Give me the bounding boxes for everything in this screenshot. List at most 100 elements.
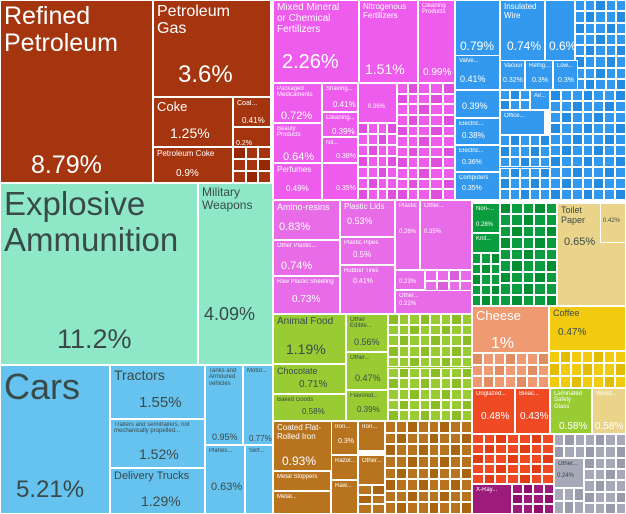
treemap-cell[interactable]: Coal... 0.41% (233, 97, 271, 127)
treemap-cell[interactable]: Wood... 0.58% (592, 388, 626, 434)
treemap-cell[interactable]: Coffee 0.47% (549, 306, 626, 351)
treemap-cell[interactable]: Petroleum Gas 3.6% (153, 0, 271, 97)
treemap-tile (543, 484, 554, 494)
treemap-cell[interactable]: Cleaning Products 0.99% (418, 0, 455, 83)
treemap-cell-value: 0.38% (462, 131, 485, 140)
treemap-cell[interactable]: Raw... (331, 480, 358, 514)
treemap-cell-value: 0.41% (353, 278, 373, 285)
treemap-cell[interactable]: Valve... 0.41% (455, 55, 500, 90)
treemap-tile (440, 410, 451, 421)
treemap-cell[interactable]: Chocolate 0.71% (273, 364, 346, 394)
treemap-cell[interactable]: Rubber Tires 0.41% (340, 265, 395, 314)
treemap-cell[interactable]: Amino-resins 0.83% (273, 200, 340, 240)
treemap-cell[interactable]: Raw Plastic Sheeting 0.73% (273, 276, 340, 314)
treemap-cell[interactable]: Other... (358, 455, 385, 485)
treemap-tile (605, 502, 616, 514)
treemap-cell[interactable]: Bleac... 0.43% (515, 388, 550, 434)
treemap-cell[interactable]: Packaged Medicaments 0.72% (273, 83, 322, 123)
treemap-cell[interactable]: Vacuum... 0.32% (500, 60, 525, 90)
treemap-cell[interactable]: Flavored... 0.39% (346, 390, 388, 421)
treemap-tile (407, 125, 418, 137)
treemap-cell[interactable]: Laminated Safety Glass 0.58% (550, 388, 592, 434)
treemap-cell[interactable]: Perfumes 0.49% (273, 163, 322, 200)
treemap-cell[interactable]: Military Weapons 4.09% (198, 183, 273, 365)
treemap-cell[interactable]: Tractors 1.55% (110, 365, 205, 419)
treemap-cell[interactable]: Iron... 0.3% (331, 421, 358, 455)
treemap-cell[interactable]: Computers 0.35% (455, 172, 500, 200)
treemap-tile (430, 178, 443, 190)
treemap-tile (418, 168, 431, 179)
treemap-tile (511, 248, 523, 261)
treemap-cell[interactable]: 0.36% (358, 83, 397, 123)
treemap-tile (595, 56, 606, 68)
treemap-cell[interactable]: Self... (245, 445, 273, 514)
treemap-cell[interactable]: Unglazed... 0.48% (472, 388, 515, 434)
treemap-tile (595, 22, 606, 34)
treemap-cell[interactable]: Metal... (273, 491, 331, 514)
treemap-cell[interactable]: Coke 1.25% (153, 97, 233, 147)
treemap-cell[interactable]: 0.35% (322, 163, 358, 200)
treemap-tile (605, 469, 616, 481)
treemap-cell[interactable]: Cars 5.21% (0, 365, 110, 514)
treemap-cell[interactable]: Refrig... 0.3% (525, 60, 553, 90)
treemap-tile (530, 444, 543, 454)
treemap-cell[interactable]: Metal Stoppers (273, 471, 331, 491)
treemap-tile (398, 388, 409, 400)
treemap-cell-label: Iron... (335, 424, 351, 430)
treemap-tile (564, 501, 574, 514)
treemap-cell[interactable]: Other... 0.35% (420, 200, 472, 270)
treemap-cell[interactable]: Razor... (331, 455, 358, 480)
treemap-cell[interactable]: Knit... (472, 233, 500, 253)
treemap-tile (358, 167, 368, 178)
treemap-cell[interactable]: Refined Petroleum 8.79% (0, 0, 153, 183)
treemap-cell[interactable]: Electric... 0.38% (455, 118, 500, 145)
treemap-cell[interactable]: Iron... (358, 421, 385, 451)
treemap-cell[interactable]: Nit... 0.38% (322, 137, 358, 163)
treemap-cell[interactable]: Mixed Mineral or Chemical Fertilizers 2.2… (273, 0, 359, 83)
treemap-cell[interactable]: 0.39% (455, 90, 500, 118)
treemap-cell[interactable]: Plastic Pipes 0.5% (340, 237, 395, 265)
treemap-tile (358, 504, 372, 514)
treemap-cell[interactable]: Petroleum Coke 0.9% (153, 147, 233, 183)
treemap-cell[interactable]: 0.42% (600, 203, 626, 243)
treemap-cell[interactable]: Plastic Lids 0.53% (340, 200, 395, 237)
treemap-cell[interactable]: Other... 0.24% (554, 458, 584, 488)
treemap-cell[interactable]: Delivery Trucks 1.29% (110, 468, 205, 514)
treemap-cell[interactable]: Motor... 0.77% (243, 365, 273, 445)
treemap-cell[interactable]: Nitrogenous Fertilizers 1.51% (359, 0, 418, 83)
treemap-cell[interactable]: Explosive Ammunition 11.2% (0, 183, 198, 365)
treemap-tile (439, 502, 451, 514)
treemap-tile (472, 364, 483, 377)
treemap-cell[interactable]: 0.23% (395, 270, 425, 290)
treemap-cell[interactable]: Other... 0.47% (346, 352, 388, 390)
treemap-cell[interactable]: Other Edible... 0.56% (346, 314, 388, 352)
treemap-tile (534, 248, 546, 261)
treemap-cell[interactable]: X-Ray... (472, 484, 512, 514)
treemap-cell[interactable]: Beauty Products 0.64% (273, 123, 322, 163)
treemap-cell[interactable]: 0.2% (233, 127, 271, 147)
treemap-cell[interactable]: Animal Food 1.19% (273, 314, 346, 364)
treemap-cell[interactable]: Low... 0.3% (553, 60, 578, 90)
treemap-cell[interactable]: Other Plastic... 0.74% (273, 240, 340, 276)
treemap-tile (605, 45, 616, 57)
treemap-cell-label: Military Weapons (202, 186, 253, 212)
treemap-cell[interactable]: Non-... 0.28% (472, 203, 500, 233)
treemap-cell-label: Air... (534, 93, 547, 99)
treemap-cell[interactable]: Trailers and semitrailers, not mechanica… (110, 419, 205, 468)
treemap-cell[interactable]: Electric... 0.36% (455, 145, 500, 172)
treemap-cell[interactable]: Shaving... 0.41% (322, 83, 358, 112)
treemap-cell[interactable]: Cheese 1% (472, 306, 549, 353)
treemap-tile (615, 189, 626, 200)
treemap-cell-label: Other... (399, 293, 419, 299)
treemap-cell[interactable]: Air... (530, 90, 550, 110)
treemap-cell[interactable]: Other... 0.22% (395, 290, 472, 314)
treemap-tile (615, 101, 626, 112)
treemap-cell[interactable]: Baked Goods 0.58% (273, 394, 346, 421)
treemap-cell[interactable]: Plastic... 0.26% (395, 200, 420, 270)
treemap-cell[interactable]: Planes... 0.63% (205, 445, 245, 514)
treemap-cell[interactable]: Office... (500, 110, 545, 135)
treemap-cell[interactable]: Cleaning... 0.39% (322, 112, 358, 137)
treemap-cell[interactable]: Tanks and Armoured vehicles 0.95% (205, 365, 243, 445)
treemap-tile (358, 189, 368, 200)
treemap-tile (440, 356, 451, 368)
